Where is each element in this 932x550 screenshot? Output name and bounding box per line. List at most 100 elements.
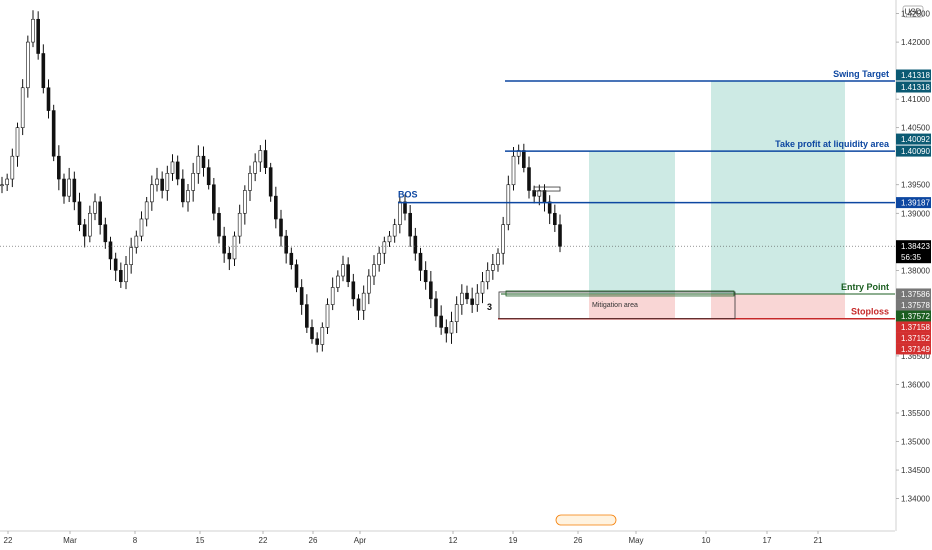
candle-body [82,224,87,237]
y-tick-label: 1.39000 [901,209,930,218]
sl-tag-4: 1.37149 [901,345,930,354]
swing-tag-1-bg [896,69,931,81]
candle-body [403,201,407,214]
candle-body [522,150,526,168]
x-tick-label: May [628,536,643,545]
candle-body [501,224,505,254]
candle-body [558,224,562,247]
candle-body [279,218,283,237]
candle-body [227,252,232,260]
candle-body [103,224,108,243]
x-tick-label: 26 [574,536,583,545]
sl-tag-4-bg [896,343,931,355]
sl-tag-1-bg [896,310,931,322]
candle-body [460,292,464,305]
entry-tag-2: 1.37578 [901,301,930,310]
candle-body [113,258,118,271]
swing-tag-1: 1.41318 [901,71,930,80]
take-profit-label: Take profit at liquidity area [775,139,890,149]
candle-body [506,184,511,225]
sl-zone-2 [711,293,845,319]
candle-body [480,281,485,294]
sl-tag-1: 1.37572 [901,312,930,321]
bos-tag: 1.39187 [901,199,930,208]
candle-body [439,315,443,328]
candle-body [289,252,294,265]
candle-body [217,212,221,237]
candle-body [0,184,4,187]
x-tick-label: 26 [309,536,318,545]
sl-tag-2: 1.37158 [901,323,930,332]
candle-body [98,201,102,225]
entry-tag-1-bg [896,288,931,300]
candle-body [201,155,206,168]
x-tick-label: 15 [196,536,205,545]
candle-body [124,264,128,283]
candle-body [88,212,92,237]
candle-body [170,161,175,174]
plot-area[interactable]: Swing Target Take profit at liquidity are… [0,10,895,526]
candle-body [330,287,335,305]
sl-zone-1 [589,293,675,319]
sl-tag-2-bg [896,321,931,333]
candle-body [398,201,402,225]
candle-body [134,235,139,248]
tp-zone-2 [711,81,845,294]
candle-body [434,298,438,317]
entry-tag-2-bg [896,299,931,311]
y-tick-label: 1.36000 [901,380,930,389]
candle-body [129,247,133,265]
y-tick-label: 1.40500 [901,124,930,133]
x-tick-label: 12 [449,536,458,545]
candle-body [310,327,314,340]
candle-body [325,304,330,328]
tp-tag-2: 1.40090 [901,147,930,156]
candle-body [108,241,113,260]
tp-zone-1 [589,151,675,294]
candle-body [253,161,257,174]
stoploss-label: Stoploss [851,307,889,317]
events-icon[interactable] [555,514,617,526]
candle-body [511,155,516,186]
candle-body [382,241,387,254]
candle-body [429,281,433,300]
tp-tag-2-bg [896,145,931,157]
last-price-bg [896,240,931,264]
y-tick-label: 1.42000 [901,38,930,47]
candle-body [387,235,392,243]
candle-body [418,252,423,271]
candle-body [320,327,325,345]
candle-body [57,155,61,180]
candle-body [444,327,449,334]
candle-body [475,292,480,305]
candle-body [93,201,97,214]
y-tick-label: 1.35000 [901,438,930,447]
candle-body [46,87,51,111]
candle-body [372,264,376,277]
candle-body [351,281,356,300]
candle-body [191,173,195,191]
y-tick-label: 1.34500 [901,466,930,475]
mitigation-box[interactable] [498,291,736,320]
candle-body [491,264,495,271]
x-tick-label: 10 [702,536,711,545]
x-tick-label: 22 [259,536,268,545]
x-tick-label: 22 [4,536,13,545]
tp-tag-1-bg [896,133,931,145]
sl-tag-3: 1.37152 [901,334,930,343]
candle-body [196,155,201,174]
candle-body [553,212,557,225]
x-tick-label: 21 [814,536,823,545]
candle-body [15,127,20,157]
y-tick-label: 1.36500 [901,352,930,361]
entry-label: Entry Point [841,282,889,292]
candle-body [77,201,82,225]
candle-body [547,201,552,214]
candle-body [496,252,500,265]
candle-body [449,321,454,334]
countdown-tag: 56:35 [901,253,922,262]
candle-body [62,178,66,197]
candle-body [26,41,30,89]
